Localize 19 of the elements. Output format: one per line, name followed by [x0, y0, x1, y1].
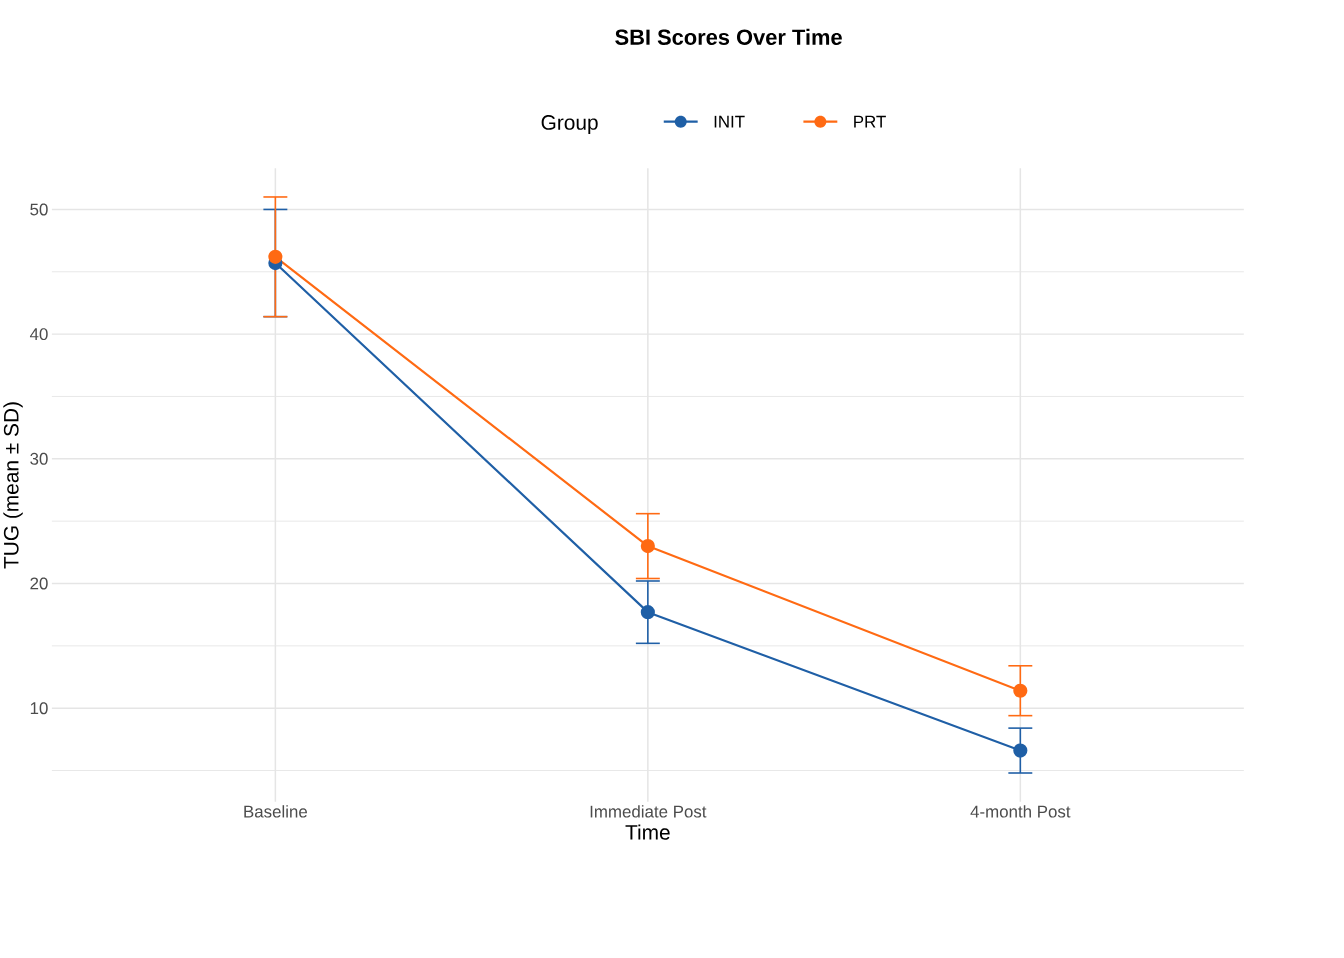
y-tick-label: 10 — [30, 702, 48, 715]
legend-label: PRT — [854, 116, 886, 128]
point — [1013, 683, 1028, 699]
legend-label: INIT — [714, 116, 745, 128]
y-tick-label: 40 — [29, 328, 48, 341]
y-tick-label: 50 — [30, 203, 48, 216]
y-tick-label: 30 — [30, 453, 48, 466]
x-tick-label: Immediate Post — [590, 805, 707, 818]
y-tick-label: 20 — [30, 577, 48, 590]
chart-title: SBI Scores Over Time — [615, 29, 842, 46]
y-axis-title: TUG (mean ± SD) — [3, 402, 23, 569]
x-tick-label: 4-month Post — [970, 805, 1071, 818]
point — [1013, 743, 1028, 758]
x-axis-title: Time — [625, 824, 670, 840]
point — [640, 539, 655, 554]
x-tick-label: Baseline — [244, 805, 308, 818]
point — [268, 249, 283, 265]
legend-title: Group — [541, 115, 598, 135]
point — [640, 605, 655, 620]
